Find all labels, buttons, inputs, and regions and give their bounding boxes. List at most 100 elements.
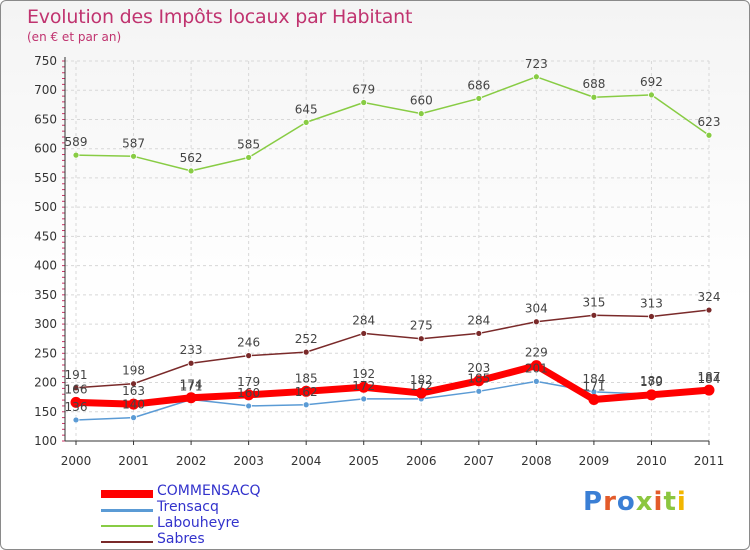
x-tick-label: 2002	[176, 454, 207, 468]
data-label: 252	[295, 332, 318, 346]
x-tick-label: 2003	[233, 454, 264, 468]
data-label: 203	[467, 361, 490, 375]
data-label: 587	[122, 136, 145, 150]
data-label: 171	[180, 379, 203, 393]
data-label: 284	[467, 313, 490, 327]
legend-label: Labouheyre	[157, 515, 240, 531]
x-tick-label: 2000	[61, 454, 92, 468]
series-sabres	[72, 306, 713, 392]
legend-swatch	[101, 525, 153, 527]
data-label: 229	[525, 346, 548, 360]
y-tick-label: 650	[34, 112, 57, 126]
data-point	[473, 375, 485, 387]
legend-item: Sabres	[101, 531, 421, 549]
data-label: 589	[65, 135, 88, 149]
data-point	[128, 398, 140, 410]
x-tick-label: 2011	[694, 454, 725, 468]
y-tick-label: 550	[34, 171, 57, 185]
data-point	[70, 396, 82, 408]
data-point	[417, 335, 425, 343]
legend-item: COMMENSACQ	[101, 483, 421, 501]
data-label: 184	[582, 372, 605, 386]
data-point	[705, 131, 713, 139]
x-tick-label: 2009	[579, 454, 610, 468]
data-point	[245, 154, 253, 161]
y-tick-label: 300	[34, 317, 57, 331]
series-line	[75, 362, 710, 408]
data-label: 191	[65, 368, 88, 382]
series-line	[75, 76, 710, 172]
data-point	[475, 95, 483, 102]
y-tick-label: 750	[34, 54, 57, 68]
data-label: 623	[698, 115, 721, 129]
data-label: 275	[410, 319, 433, 333]
data-label: 171	[582, 379, 605, 393]
data-point	[417, 110, 425, 118]
data-point	[590, 311, 598, 319]
data-point	[648, 313, 655, 320]
data-point	[703, 384, 715, 396]
series-line	[75, 380, 710, 421]
chart-subtitle: (en € et par an)	[27, 30, 122, 44]
data-point	[302, 348, 310, 356]
data-label: 284	[352, 313, 375, 327]
x-tick-label: 2001	[118, 454, 149, 468]
data-label: 140	[122, 398, 145, 412]
data-point	[130, 152, 137, 160]
y-tick-label: 600	[34, 142, 57, 156]
data-label: 324	[698, 290, 721, 304]
data-point	[245, 402, 253, 410]
data-point	[530, 360, 542, 372]
data-point	[185, 392, 197, 404]
data-label: 184	[698, 372, 721, 386]
data-point	[475, 330, 483, 337]
legend-item: Trensacq	[101, 499, 421, 517]
y-tick-label: 100	[34, 434, 57, 448]
data-point	[187, 359, 195, 367]
y-tick-label: 200	[34, 376, 57, 390]
data-label: 182	[410, 373, 433, 387]
data-point	[72, 416, 80, 424]
data-point	[648, 91, 655, 99]
data-point	[532, 318, 540, 326]
legend-item: Labouheyre	[101, 515, 421, 533]
data-label: 645	[295, 102, 318, 116]
data-point	[532, 73, 540, 81]
logo-letter: r	[603, 487, 617, 517]
data-label: 198	[122, 364, 145, 378]
y-tick-label: 150	[34, 405, 57, 419]
x-tick-label: 2008	[521, 454, 552, 468]
y-tick-label: 700	[34, 83, 57, 97]
series-line	[75, 309, 710, 389]
data-label: 166	[65, 382, 88, 396]
data-point	[130, 414, 137, 422]
data-point	[302, 401, 310, 409]
data-label: 562	[180, 151, 203, 165]
data-point	[130, 380, 137, 388]
data-label: 174	[180, 378, 203, 392]
data-label: 692	[640, 75, 663, 89]
proxiti-logo: Proxiti	[583, 487, 687, 517]
y-tick-label: 500	[34, 200, 57, 214]
data-label: 201	[525, 361, 548, 375]
data-label: 723	[525, 57, 548, 71]
data-label: 686	[467, 78, 490, 92]
x-tick-label: 2010	[636, 454, 667, 468]
data-point	[72, 151, 80, 159]
data-label: 136	[65, 400, 88, 414]
data-point	[360, 330, 368, 337]
data-point	[245, 352, 253, 360]
logo-letter: x	[635, 487, 654, 517]
data-label: 679	[352, 83, 375, 97]
data-label: 688	[582, 77, 605, 91]
x-tick-label: 2007	[464, 454, 495, 468]
chart-title: Evolution des Impôts locaux par Habitant	[27, 6, 413, 28]
data-label: 660	[410, 94, 433, 108]
data-label: 163	[122, 384, 145, 398]
legend-swatch	[101, 541, 153, 543]
data-point	[302, 118, 310, 126]
logo-letter: i	[676, 487, 687, 517]
logo-letter: o	[616, 487, 636, 517]
logo-letter: P	[583, 487, 604, 517]
data-point	[360, 395, 368, 403]
